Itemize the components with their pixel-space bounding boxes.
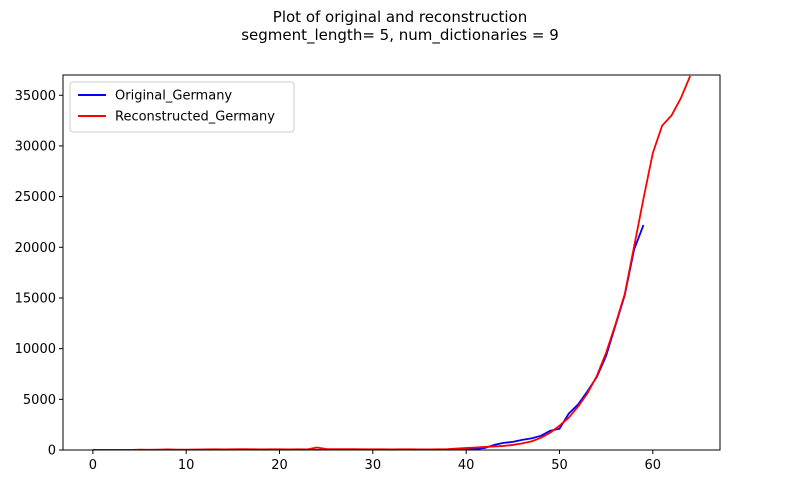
plot-frame [62, 74, 721, 451]
y-tick-label: 10000 [15, 342, 56, 357]
legend: Original_Germany Reconstructed_Germany [69, 81, 295, 133]
y-tick-label: 15000 [15, 291, 56, 306]
y-tick-label: 20000 [15, 241, 56, 256]
x-tick-label: 20 [271, 458, 288, 473]
x-tick-label: 50 [551, 458, 568, 473]
y-tick-label: 35000 [15, 89, 56, 104]
chart-subtitle: segment_length= 5, num_dictionaries = 9 [241, 26, 559, 45]
y-axis: 0 5000 10000 15000 20000 25000 30000 35000 [15, 89, 63, 459]
legend-label-reconstructed: Reconstructed_Germany [115, 110, 275, 125]
series-line-original [92, 224, 645, 450]
chart-title: Plot of original and reconstruction [273, 8, 527, 26]
x-tick-label: 0 [89, 458, 97, 473]
x-tick-label: 40 [458, 458, 475, 473]
x-tick-label: 30 [365, 458, 382, 473]
y-tick-label: 0 [48, 444, 56, 459]
legend-box [69, 81, 295, 133]
y-tick-label: 25000 [15, 190, 56, 205]
y-tick-label: 30000 [15, 139, 56, 154]
legend-label-original: Original_Germany [115, 89, 232, 104]
x-tick-label: 10 [178, 458, 195, 473]
x-axis: 0 10 20 30 40 50 60 [89, 450, 661, 473]
x-tick-label: 60 [645, 458, 662, 473]
y-tick-label: 5000 [23, 393, 56, 408]
plot-area: 0 10 20 30 40 50 60 0 5000 10000 15000 20000 25000 3… [15, 74, 721, 473]
